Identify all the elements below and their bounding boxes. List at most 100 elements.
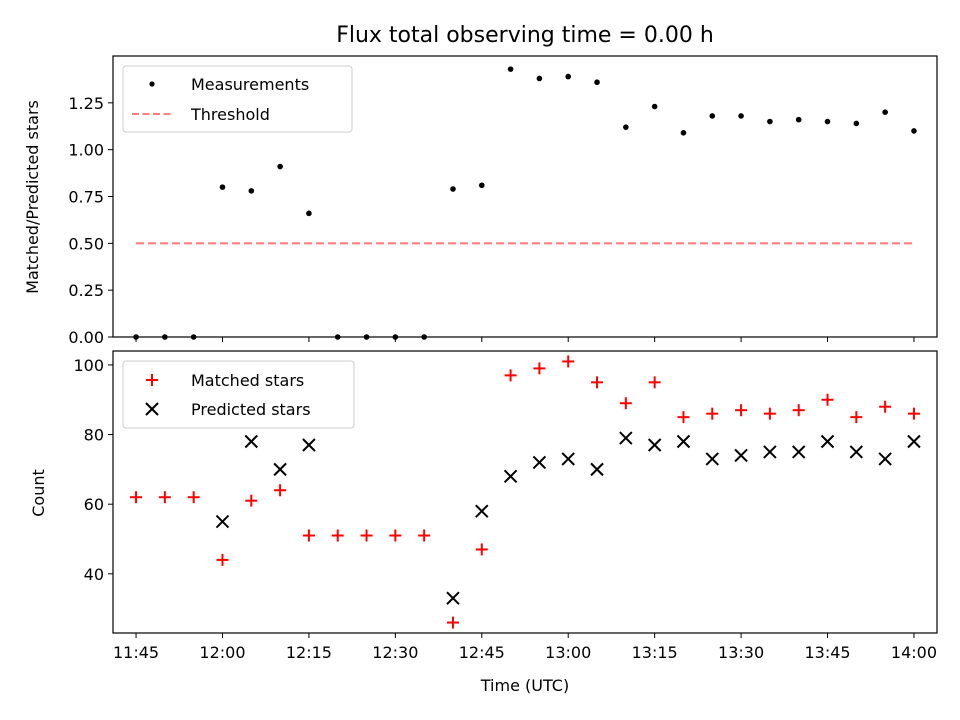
top-panel: 0.00 0.25 0.50 0.75 1.00 1.25 Matched/Predict… xyxy=(23,55,938,347)
matched-star-point xyxy=(331,529,344,542)
predicted-star-point xyxy=(619,431,633,445)
bottom-x-axis: 11:45 12:00 12:15 12:30 12:45 13:00 13:15 13:30… xyxy=(113,633,937,662)
measurement-point xyxy=(334,334,341,340)
predicted-star-point xyxy=(763,445,777,459)
matched-star-point xyxy=(245,494,258,507)
matched-star-point xyxy=(446,616,459,629)
measurement-point xyxy=(507,66,514,72)
x-tick-label: 12:15 xyxy=(286,643,332,662)
matched-star-point xyxy=(389,529,402,542)
measurement-point xyxy=(824,118,831,125)
y-tick-label: 80 xyxy=(84,426,104,445)
x-tick-label: 12:30 xyxy=(372,643,418,662)
predicted-star-point xyxy=(878,452,892,466)
y-tick-label: 40 xyxy=(84,565,104,584)
x-tick-label: 13:00 xyxy=(545,643,591,662)
predicted-star-point xyxy=(676,434,691,449)
predicted-star-point xyxy=(647,438,662,452)
measurement-point xyxy=(392,334,399,340)
predicted-star-point xyxy=(907,434,921,449)
matched-star-point xyxy=(274,484,287,497)
predicted-star-point xyxy=(561,452,575,466)
predicted-star-point xyxy=(791,445,806,459)
legend-matched-label: Matched stars xyxy=(191,371,304,390)
x-tick-label: 13:45 xyxy=(804,643,850,662)
predicted-star-point xyxy=(849,445,864,459)
y-tick-label: 60 xyxy=(84,495,104,514)
measurement-point xyxy=(882,109,888,115)
legend-measurements-label: Measurements xyxy=(191,75,309,94)
x-tick-label: 13:30 xyxy=(718,643,764,662)
matched-star-point xyxy=(187,491,200,504)
measurement-point xyxy=(709,113,716,119)
top-x-tick-marks xyxy=(135,337,915,342)
matched-star-point xyxy=(360,529,373,542)
matched-star-point xyxy=(706,407,719,420)
top-legend-box xyxy=(122,65,353,133)
y-tick-label: 0.50 xyxy=(68,234,104,253)
predicted-star-point xyxy=(302,438,316,452)
measurement-point xyxy=(450,186,456,192)
measurement-point xyxy=(536,75,543,82)
measurement-point xyxy=(738,113,744,119)
measurement-point xyxy=(680,130,687,136)
bottom-y-axis: 40 60 80 100 xyxy=(73,356,113,584)
x-tick-label: 12:45 xyxy=(459,643,505,662)
matched-star-point xyxy=(850,411,863,424)
measurement-point xyxy=(623,124,629,130)
matched-star-point xyxy=(677,411,690,424)
predicted-star-point xyxy=(446,591,460,605)
legend-measurements-dot xyxy=(149,81,155,87)
matched-star-point xyxy=(735,404,748,417)
measurement-point xyxy=(190,334,197,340)
measurement-point xyxy=(219,184,226,190)
x-tick-label: 14:00 xyxy=(891,643,937,662)
predicted-star-point xyxy=(705,452,719,466)
matched-star-point xyxy=(475,543,488,556)
measurement-point xyxy=(911,128,917,134)
predicted-star-point xyxy=(215,514,230,529)
measurement-point xyxy=(277,163,283,170)
measurement-point xyxy=(421,334,427,340)
x-tick-label: 13:15 xyxy=(632,643,678,662)
y-tick-label: 0.25 xyxy=(68,281,104,300)
measurement-point xyxy=(853,120,860,127)
x-tick-label: 11:45 xyxy=(113,643,159,662)
matched-star-point xyxy=(821,393,834,406)
matched-star-point xyxy=(792,404,805,417)
measurement-point xyxy=(363,334,370,340)
bottom-legend-box xyxy=(122,360,355,429)
y-tick-label: 1.25 xyxy=(68,94,104,113)
top-legend: Measurements Threshold xyxy=(122,65,353,133)
measurement-point xyxy=(478,182,485,189)
matched-star-point xyxy=(907,407,920,420)
matched-star-point xyxy=(879,400,892,413)
matched-star-point xyxy=(763,407,776,420)
x-tick-label: 12:00 xyxy=(199,643,245,662)
legend-threshold-label: Threshold xyxy=(190,105,270,124)
matched-star-point xyxy=(562,355,575,368)
bottom-panel: 40 60 80 100 11:45 12:00 12:15 12:30 12:45 13:00… xyxy=(29,350,938,695)
top-y-axis: 0.00 0.25 0.50 0.75 1.00 1.25 xyxy=(68,94,113,347)
bottom-y-axis-label: Count xyxy=(29,469,48,517)
predicted-star-point xyxy=(475,504,489,518)
top-data-marks xyxy=(133,66,917,340)
predicted-star-point xyxy=(273,462,287,477)
legend-predicted-x-marker xyxy=(145,402,159,416)
bottom-legend: Matched stars Predicted stars xyxy=(122,360,355,429)
matched-star-point xyxy=(504,369,517,382)
measurement-point xyxy=(248,188,255,194)
y-tick-label: 0.75 xyxy=(68,188,104,207)
chart-title: Flux total observing time = 0.00 h xyxy=(336,23,714,48)
x-axis-label: Time (UTC) xyxy=(480,676,569,695)
measurement-point xyxy=(795,116,802,123)
matched-star-point xyxy=(418,529,431,542)
measurement-point xyxy=(651,103,658,110)
y-tick-label: 0.00 xyxy=(68,328,104,347)
measurement-point xyxy=(565,73,572,80)
matched-star-point xyxy=(533,362,546,375)
matched-star-point xyxy=(302,529,315,542)
y-tick-label: 1.00 xyxy=(68,141,104,160)
matched-star-point xyxy=(619,397,632,410)
